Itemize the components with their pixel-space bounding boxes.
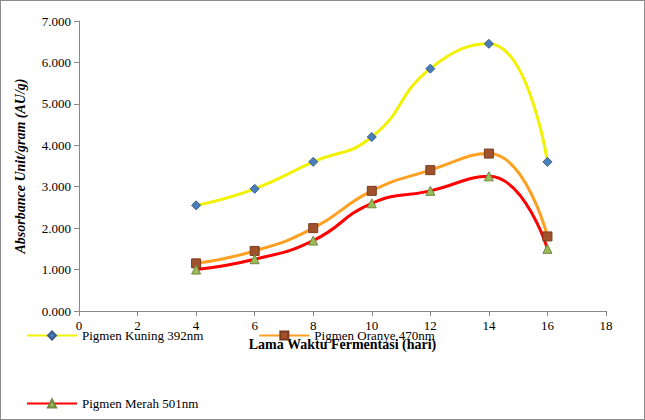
svg-text:18: 18 bbox=[600, 318, 613, 333]
svg-text:5.000: 5.000 bbox=[42, 96, 71, 111]
svg-text:Pigmen Oranye 470nm: Pigmen Oranye 470nm bbox=[314, 328, 435, 343]
svg-text:1.000: 1.000 bbox=[42, 262, 71, 277]
svg-text:Lama Waktu Fermentasi (hari): Lama Waktu Fermentasi (hari) bbox=[248, 336, 437, 352]
svg-text:4.000: 4.000 bbox=[42, 138, 71, 153]
svg-text:6.000: 6.000 bbox=[42, 55, 71, 70]
svg-text:12: 12 bbox=[423, 318, 437, 333]
svg-text:7.000: 7.000 bbox=[42, 14, 71, 29]
svg-text:0.000: 0.000 bbox=[42, 304, 71, 319]
svg-text:16: 16 bbox=[541, 318, 555, 333]
svg-text:4: 4 bbox=[192, 318, 200, 333]
svg-text:14: 14 bbox=[482, 318, 496, 333]
svg-text:0: 0 bbox=[75, 318, 83, 333]
svg-text:6: 6 bbox=[251, 318, 258, 333]
svg-text:8: 8 bbox=[310, 318, 317, 333]
svg-text:3.000: 3.000 bbox=[42, 179, 71, 194]
svg-text:10: 10 bbox=[365, 318, 379, 333]
svg-text:2.000: 2.000 bbox=[42, 221, 71, 236]
svg-text:Pigmen Merah 501nm: Pigmen Merah 501nm bbox=[82, 396, 198, 411]
svg-text:Pigmen Kuning 392nm: Pigmen Kuning 392nm bbox=[82, 328, 203, 343]
svg-text:2: 2 bbox=[134, 318, 141, 333]
svg-text:Absorbance Unit/gram (AU/g): Absorbance Unit/gram (AU/g) bbox=[13, 78, 29, 254]
